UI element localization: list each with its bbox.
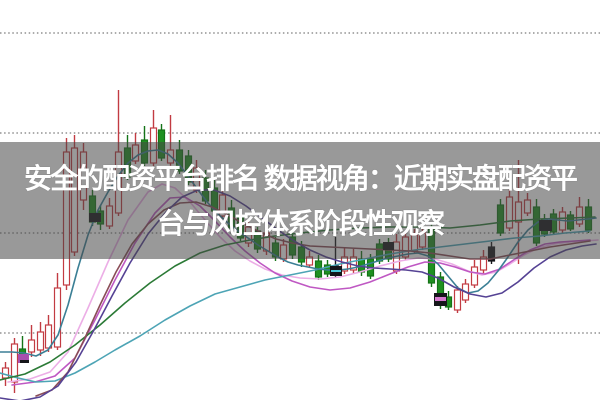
candle-body [10,343,19,383]
candle-body [453,289,462,311]
headline-overlay-band: 安全的配资平台排名 数据视角：近期实盘配资平 台与风控体系阶段性观察 [0,142,600,259]
headline-line-2: 台与风控体系阶段性观察 [156,207,445,239]
candle-body [27,339,36,353]
trade-marker [331,270,341,272]
candle-body [1,367,10,379]
candle-body [53,287,62,348]
candle-body [36,331,45,351]
trade-marker [435,297,446,301]
trade-marker [20,360,29,363]
candle-body [44,324,53,349]
headline-line-1: 安全的配资平台排名 数据视角：近期实盘配资平 [24,162,578,194]
trade-marker [18,354,29,363]
candle-body [470,266,479,286]
